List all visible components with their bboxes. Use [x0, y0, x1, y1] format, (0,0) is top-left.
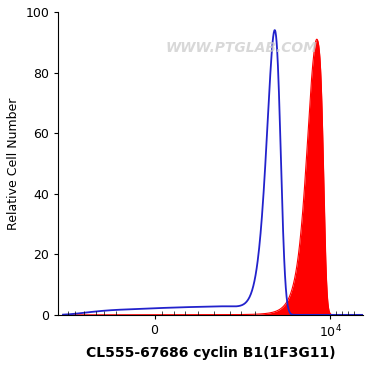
Text: WWW.PTGLAB.COM: WWW.PTGLAB.COM	[165, 41, 317, 55]
X-axis label: CL555-67686 cyclin B1(1F3G11): CL555-67686 cyclin B1(1F3G11)	[86, 346, 336, 360]
Y-axis label: Relative Cell Number: Relative Cell Number	[7, 97, 20, 230]
